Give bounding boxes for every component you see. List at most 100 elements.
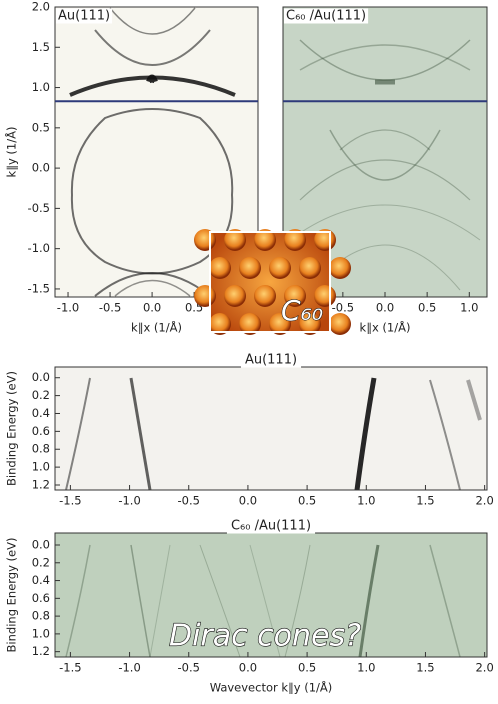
molecule xyxy=(299,313,321,335)
band-feature xyxy=(354,377,377,491)
panel-title: C₆₀ /Au(111) xyxy=(286,9,366,24)
y-tick-label: 0.2 xyxy=(32,388,50,402)
band-feature xyxy=(299,44,471,71)
y-axis-label: k∥y (1/Å) xyxy=(4,127,19,178)
band-feature xyxy=(130,544,151,658)
y-tick-label: 0.0 xyxy=(32,538,50,552)
x-tick-label: -1.0 xyxy=(118,661,140,675)
y-axis-label: Binding Energy (eV) xyxy=(5,371,19,486)
panel-title: Au(111) xyxy=(58,9,110,24)
inset-border xyxy=(209,231,331,333)
band-feature xyxy=(94,29,211,66)
molecule xyxy=(209,313,231,335)
x-tick-label: -0.5 xyxy=(178,661,200,675)
title-bg xyxy=(284,8,369,24)
y-tick-label: -0.5 xyxy=(28,201,50,215)
inset-label: C₆₀ xyxy=(281,294,323,327)
y-tick-label: 0.2 xyxy=(32,555,50,569)
band-feature xyxy=(329,129,441,181)
stm-inset xyxy=(194,229,351,335)
x-tick-label: 0.0 xyxy=(376,301,394,315)
x-tick-label: -1.5 xyxy=(59,494,81,508)
y-axis-label: Binding Energy (eV) xyxy=(5,538,19,653)
x-tick-label: 1.0 xyxy=(460,301,478,315)
y-tick-label: 0.4 xyxy=(32,573,50,587)
x-axis-label: Wavevector k∥y (1/Å) xyxy=(210,680,333,695)
x-tick-label: 1.5 xyxy=(416,661,434,675)
band-feature xyxy=(299,159,471,201)
molecule xyxy=(269,313,291,335)
x-tick-label: 0.5 xyxy=(418,301,436,315)
x-tick-label: 0.0 xyxy=(239,494,257,508)
x-tick-label: -1.0 xyxy=(57,301,79,315)
x-tick-label: -1.0 xyxy=(118,494,140,508)
plot-image xyxy=(55,367,487,490)
band-feature xyxy=(284,544,311,658)
band-feature xyxy=(129,377,152,491)
band-feature xyxy=(94,272,211,297)
title-bg xyxy=(226,518,316,534)
x-tick-label: -0.5 xyxy=(178,494,200,508)
y-tick-label: 0.5 xyxy=(32,120,50,134)
y-tick-label: 1.0 xyxy=(32,626,50,640)
x-tick-label: 0.0 xyxy=(143,301,161,315)
molecule xyxy=(224,229,246,251)
y-tick-label: 0.4 xyxy=(32,406,50,420)
band-feature xyxy=(249,544,281,658)
y-tick-label: -1.5 xyxy=(28,281,50,295)
y-tick-label: 0.6 xyxy=(32,424,50,438)
band-feature xyxy=(339,129,431,151)
x-tick-label: 1.0 xyxy=(357,494,375,508)
x-axis-label: k∥x (1/Å) xyxy=(360,320,411,335)
band-feature xyxy=(114,279,191,297)
molecule xyxy=(254,285,276,307)
y-tick-label: 0.0 xyxy=(32,161,50,175)
title-bg xyxy=(56,8,113,24)
band-feature xyxy=(466,379,482,421)
y-tick-label: -1.0 xyxy=(28,241,50,255)
x-tick-label: 0.5 xyxy=(298,494,316,508)
y-tick-label: 0.6 xyxy=(32,591,50,605)
x-tick-label: -0.5 xyxy=(332,301,354,315)
molecule xyxy=(239,313,261,335)
molecule xyxy=(329,313,351,335)
molecule xyxy=(299,257,321,279)
molecule xyxy=(254,229,276,251)
molecule xyxy=(284,285,306,307)
annotation: Dirac cones? xyxy=(169,619,361,654)
band-feature xyxy=(429,379,461,491)
molecule xyxy=(239,257,261,279)
y-tick-label: 2.0 xyxy=(32,0,50,14)
y-tick-label: 1.2 xyxy=(32,644,50,658)
band-feature xyxy=(429,544,461,658)
panel-title: C₆₀ /Au(111) xyxy=(231,519,311,534)
y-tick-label: 1.5 xyxy=(32,40,50,54)
x-tick-label: 1.5 xyxy=(416,494,434,508)
band-feature xyxy=(199,544,241,658)
y-tick-label: 1.0 xyxy=(32,460,50,474)
molecule xyxy=(209,257,231,279)
band-feature xyxy=(149,544,171,658)
panel-title: Au(111) xyxy=(245,353,297,368)
y-tick-label: 1.2 xyxy=(32,477,50,491)
title-bg xyxy=(240,352,302,368)
band-feature xyxy=(289,204,481,241)
y-tick-label: 1.0 xyxy=(32,80,50,94)
y-tick-label: 0.8 xyxy=(32,442,50,456)
y-tick-label: 0.0 xyxy=(32,370,50,384)
x-tick-label: -0.5 xyxy=(99,301,121,315)
y-tick-label: 0.8 xyxy=(32,609,50,623)
band-feature xyxy=(65,544,91,658)
band-feature xyxy=(146,74,158,84)
band-feature xyxy=(70,108,234,275)
band-feature xyxy=(358,544,380,658)
plot-image xyxy=(55,533,487,657)
band-feature xyxy=(65,377,91,491)
x-tick-label: 0.0 xyxy=(239,661,257,675)
molecule xyxy=(329,257,351,279)
molecule xyxy=(269,257,291,279)
x-tick-label: 1.0 xyxy=(357,661,375,675)
x-tick-label: 0.5 xyxy=(298,661,316,675)
plot-frame xyxy=(54,6,259,298)
